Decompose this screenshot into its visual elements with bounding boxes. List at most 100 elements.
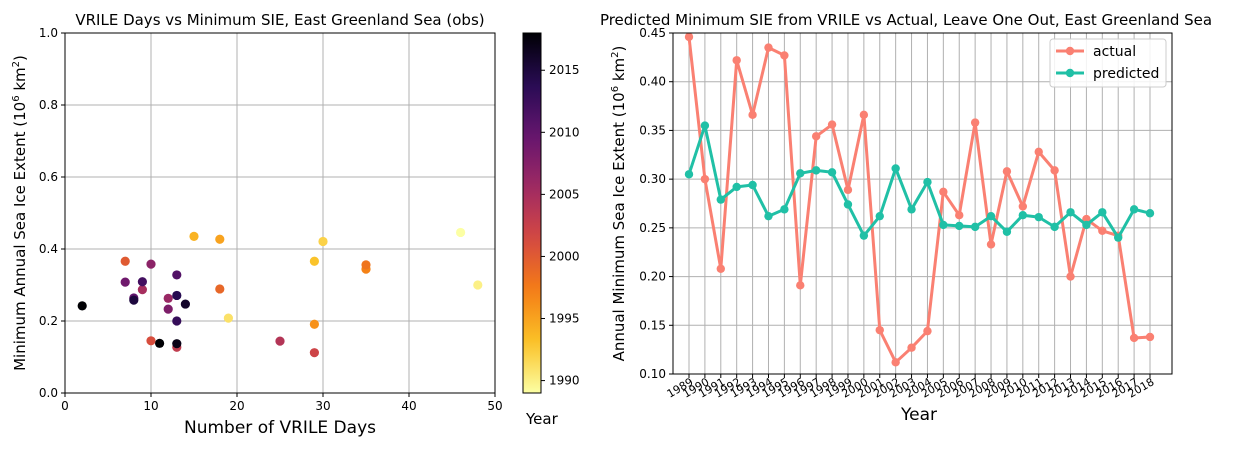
series-point-actual [716, 264, 725, 273]
scatter-point [163, 304, 173, 314]
colorbar-label: Year [525, 410, 559, 428]
series-point-actual [1145, 332, 1155, 342]
series-point-actual [780, 51, 789, 60]
scatter-point [309, 348, 319, 358]
x-axis-label: Number of VRILE Days [184, 418, 376, 438]
plot-frame [64, 32, 496, 394]
y-axis-label-part: km [11, 67, 29, 95]
series-point-actual [875, 325, 884, 335]
y-tick-label: 0.20 [639, 270, 666, 284]
series-point-predicted [1018, 210, 1028, 220]
scatter-point [120, 256, 130, 266]
scatter-point [361, 260, 371, 270]
scatter-point [189, 231, 199, 241]
scatter-point [172, 339, 182, 349]
series-point-actual [684, 32, 694, 42]
series-point-actual [1098, 226, 1107, 235]
series-point-actual [1034, 147, 1043, 157]
series-point-predicted [1129, 205, 1139, 214]
series-point-actual [939, 187, 948, 197]
y-tick-label: 0.2 [39, 314, 58, 328]
scatter-point [309, 256, 319, 266]
colorbar [522, 32, 542, 394]
plot-frame [672, 32, 1173, 375]
y-tick-label: 0.0 [39, 386, 58, 400]
chart-title: VRILE Days vs Minimum SIE, East Greenlan… [75, 11, 484, 29]
scatter-chart: 0 10 20 30 40 50 0.0 0.2 0.4 0.6 0.8 1.0 VRILE Days … [11, 11, 580, 438]
legend-marker-actual [1065, 46, 1075, 56]
series-point-actual [907, 343, 916, 352]
series-point-predicted [859, 231, 869, 240]
series-point-predicted [748, 180, 757, 190]
colorbar-tick-label: 2015 [549, 63, 580, 77]
series-point-predicted [986, 211, 996, 221]
y-tick-label: 0.25 [639, 221, 666, 235]
series-point-predicted [780, 205, 789, 214]
colorbar-tick-label: 2005 [549, 187, 580, 201]
y-tick-label: 0.10 [639, 367, 666, 381]
colorbar-tick-label: 2010 [549, 125, 580, 139]
x-axis-label: Year [900, 405, 937, 425]
scatter-point [180, 299, 190, 309]
series-line-predicted [687, 124, 1151, 240]
scatter-point [318, 236, 328, 247]
y-tick-label: 0.35 [639, 123, 666, 137]
series-point-predicted [1066, 208, 1075, 217]
legend-label-actual: actual [1093, 44, 1136, 60]
colorbar-tick-label: 1990 [549, 374, 580, 388]
y-axis-label-part: 2 [610, 51, 621, 57]
series-point-predicted [923, 177, 932, 187]
legend-marker-predicted [1065, 68, 1075, 78]
series-point-predicted [1098, 208, 1107, 217]
y-axis-label-part: 6 [11, 95, 22, 101]
series-point-actual [700, 174, 710, 184]
series-point-predicted [939, 220, 948, 230]
y-axis-label-part: ) [610, 46, 628, 52]
series-point-actual [732, 56, 741, 65]
series-point-actual [923, 326, 932, 336]
y-tick-label: 0.30 [639, 172, 666, 186]
colorbar-tick-label: 2000 [549, 249, 580, 263]
series-point-actual [1018, 202, 1028, 211]
y-axis-label-part: km [610, 58, 628, 86]
y-axis-label-part: 6 [610, 86, 621, 92]
scatter-point [223, 313, 233, 323]
scatter-point [137, 277, 147, 287]
y-tick-label: 0.6 [39, 170, 58, 184]
y-axis-label-part: Minimum Annual Sea Ice Extent (10 [11, 102, 29, 371]
chart-title: Predicted Minimum SIE from VRILE vs Actu… [600, 11, 1212, 29]
series-point-predicted [716, 195, 725, 204]
scatter-point [309, 319, 319, 329]
scatter-point [215, 234, 225, 244]
legend-label-predicted: predicted [1093, 66, 1159, 82]
series-point-predicted [1114, 233, 1123, 242]
series-point-actual [955, 210, 964, 220]
scatter-point [172, 270, 182, 280]
series-line-actual [687, 36, 1151, 364]
series-point-actual [970, 118, 980, 127]
y-axis-label-part: 2 [11, 61, 22, 67]
series-point-predicted [1050, 222, 1059, 232]
series-point-actual [827, 120, 837, 129]
series-point-actual [796, 281, 805, 290]
scatter-point [172, 316, 182, 326]
x-tick-label: 30 [315, 399, 330, 413]
x-tick-label: 0 [61, 399, 69, 413]
y-tick-label: 1.0 [39, 26, 58, 40]
series-point-predicted [764, 211, 773, 221]
series-point-predicted [891, 164, 900, 173]
scatter-point [137, 285, 147, 295]
series-point-predicted [907, 205, 916, 214]
series-point-actual [891, 358, 900, 367]
series-point-actual [764, 43, 773, 52]
series-point-actual [1066, 272, 1075, 281]
x-tick-label: 20 [229, 399, 244, 413]
line-y-axis-label: Annual Minimum Sea Ice Extent (106 km2) [610, 46, 628, 362]
x-tick-label: 10 [143, 399, 158, 413]
series-point-predicted [700, 121, 710, 130]
series-point-actual [1002, 167, 1012, 176]
line-chart: 0.100.150.200.250.300.350.400.4519891990… [600, 11, 1212, 425]
series-point-predicted [843, 200, 853, 209]
scatter-point [120, 277, 130, 287]
